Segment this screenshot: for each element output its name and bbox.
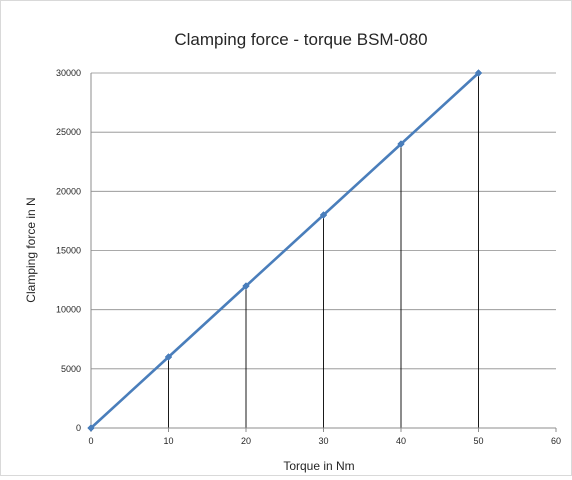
y-axis-title: Clamping force in N	[24, 197, 38, 302]
data-point	[87, 424, 95, 432]
data-point	[474, 69, 483, 77]
y-tick-label: 0	[76, 423, 81, 433]
drop-lines	[168, 73, 479, 428]
y-tick-labels: 0 5000 10000 15000 20000 25000 30000	[56, 68, 81, 433]
x-tick-label: 20	[241, 436, 251, 446]
x-tick-label: 0	[88, 436, 93, 446]
y-tick-label: 5000	[61, 364, 81, 374]
data-point	[164, 353, 173, 361]
x-tick-label: 10	[163, 436, 173, 446]
y-tick-label: 30000	[56, 68, 81, 78]
series-line	[90, 72, 480, 429]
series	[87, 69, 483, 432]
data-point	[397, 140, 405, 148]
x-tick-label: 30	[318, 436, 328, 446]
x-axis-title: Torque in Nm	[283, 459, 354, 473]
x-tick-label: 40	[396, 436, 406, 446]
x-tick-label: 50	[473, 436, 483, 446]
y-tick-label: 15000	[56, 246, 81, 256]
y-tick-label: 10000	[56, 305, 81, 315]
data-point	[319, 211, 328, 219]
x-tick-labels: 0 10 20 30 40 50 60	[88, 436, 561, 446]
y-tick-label: 25000	[56, 127, 81, 137]
x-tick-label: 60	[551, 436, 561, 446]
chart-title: Clamping force - torque BSM-080	[174, 30, 427, 49]
y-tick-label: 20000	[56, 186, 81, 196]
data-point	[242, 282, 250, 290]
